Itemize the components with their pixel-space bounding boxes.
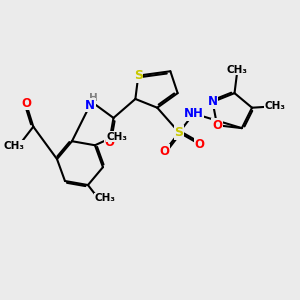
Text: CH₃: CH₃ <box>4 141 25 151</box>
Text: N: N <box>208 95 218 108</box>
Text: O: O <box>160 145 170 158</box>
Text: CH₃: CH₃ <box>95 193 116 203</box>
Text: O: O <box>194 138 205 151</box>
Text: S: S <box>175 126 184 139</box>
Text: CH₃: CH₃ <box>106 131 127 142</box>
Text: N: N <box>85 99 95 112</box>
Text: CH₃: CH₃ <box>227 65 248 75</box>
Text: O: O <box>104 136 114 149</box>
Text: S: S <box>134 69 143 82</box>
Text: CH₃: CH₃ <box>265 101 286 111</box>
Text: H: H <box>89 93 98 103</box>
Text: NH: NH <box>184 107 204 120</box>
Text: O: O <box>21 97 31 110</box>
Text: O: O <box>212 119 222 132</box>
